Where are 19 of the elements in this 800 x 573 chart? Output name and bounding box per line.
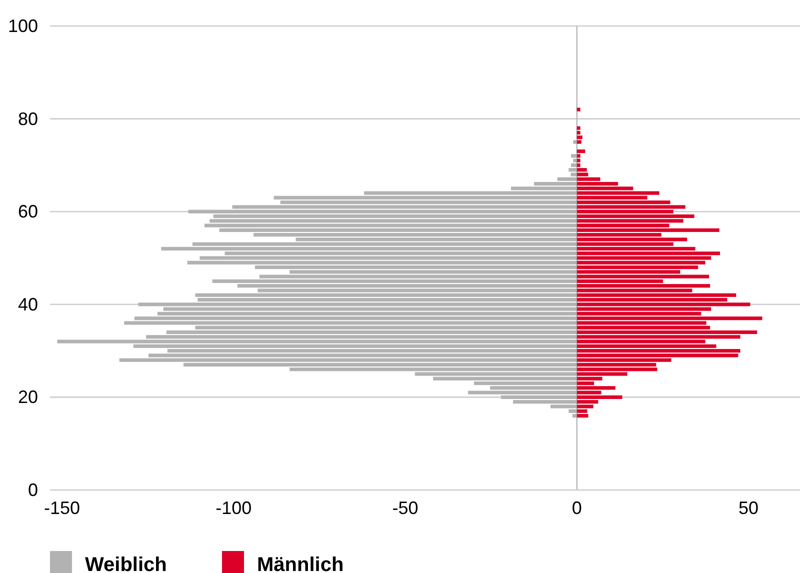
y-tick-label: 100 bbox=[8, 16, 38, 36]
bar bbox=[576, 414, 588, 418]
x-tick-label: -50 bbox=[392, 498, 418, 518]
bar bbox=[576, 214, 694, 218]
y-tick-label: 80 bbox=[18, 108, 38, 129]
y-tick-label: 60 bbox=[18, 202, 38, 222]
x-tick-label: -100 bbox=[216, 498, 252, 518]
x-tick-label: 50 bbox=[738, 498, 759, 518]
y-tick-label: 20 bbox=[18, 387, 38, 408]
bar bbox=[576, 130, 580, 135]
legend-label: Weiblich bbox=[85, 554, 167, 573]
bar bbox=[576, 108, 580, 112]
bar bbox=[576, 330, 758, 334]
y-tick-label: 40 bbox=[18, 294, 38, 314]
bar bbox=[576, 149, 586, 154]
y-tick-label: 0 bbox=[28, 480, 38, 500]
x-tick-label: -150 bbox=[44, 498, 80, 518]
x-tick-label: 0 bbox=[572, 498, 582, 518]
legend-label: Männlich bbox=[257, 554, 344, 573]
